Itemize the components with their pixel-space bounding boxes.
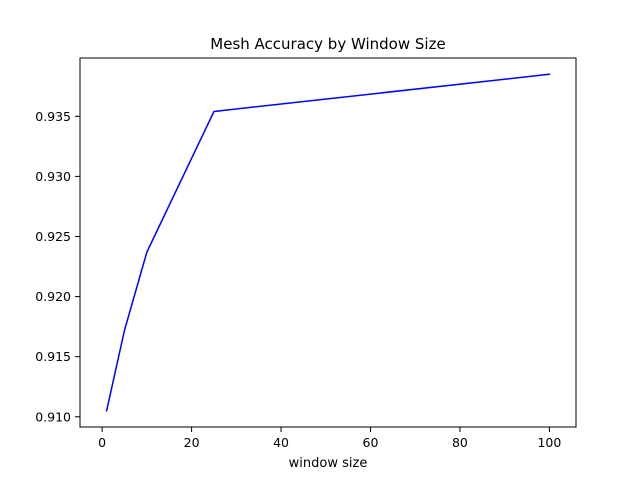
x-tick-label: 0 [98,435,106,450]
y-tick-label: 0.935 [35,109,71,124]
plot-frame [79,57,577,428]
y-tick-label: 0.925 [35,229,71,244]
x-tick-label: 80 [452,435,468,450]
y-tick-label: 0.920 [35,289,71,304]
axis-ticks: 0 20 40 60 80 100 0.910 0.915 0.920 0.925 0.930 0.9… [35,109,561,450]
x-tick-label: 100 [537,435,561,450]
plot-area [79,57,577,428]
y-tick-label: 0.910 [35,409,71,424]
chart-title: Mesh Accuracy by Window Size [210,35,445,53]
x-tick-label: 20 [184,435,200,450]
x-tick-label: 40 [273,435,289,450]
y-tick-label: 0.930 [35,169,71,184]
series-line [105,73,551,412]
x-axis-title: window size [289,456,368,471]
y-tick-label: 0.915 [35,349,71,364]
x-tick-label: 60 [363,435,379,450]
